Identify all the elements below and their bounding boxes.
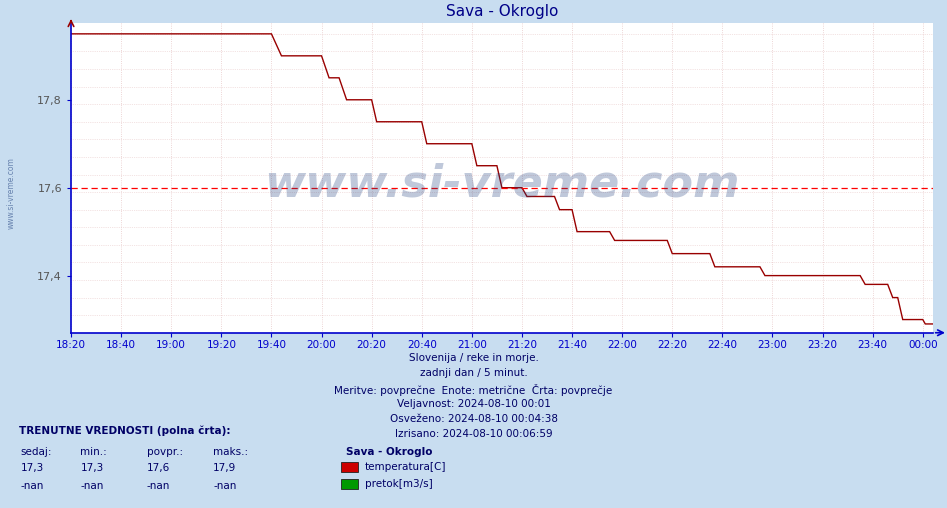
Text: -nan: -nan	[80, 481, 104, 491]
Text: zadnji dan / 5 minut.: zadnji dan / 5 minut.	[420, 368, 527, 378]
Text: Veljavnost: 2024-08-10 00:01: Veljavnost: 2024-08-10 00:01	[397, 399, 550, 409]
Text: 17,9: 17,9	[213, 463, 237, 473]
Text: Osveženo: 2024-08-10 00:04:38: Osveženo: 2024-08-10 00:04:38	[389, 414, 558, 424]
Text: Sava - Okroglo: Sava - Okroglo	[346, 447, 432, 457]
Text: www.si-vreme.com: www.si-vreme.com	[264, 163, 740, 206]
Text: Izrisano: 2024-08-10 00:06:59: Izrisano: 2024-08-10 00:06:59	[395, 429, 552, 439]
Text: TRENUTNE VREDNOSTI (polna črta):: TRENUTNE VREDNOSTI (polna črta):	[19, 426, 230, 436]
Text: sedaj:: sedaj:	[21, 447, 52, 457]
Text: temperatura[C]: temperatura[C]	[365, 462, 446, 472]
Text: -nan: -nan	[147, 481, 170, 491]
Text: Meritve: povprečne  Enote: metrične  Črta: povprečje: Meritve: povprečne Enote: metrične Črta:…	[334, 384, 613, 396]
Text: pretok[m3/s]: pretok[m3/s]	[365, 479, 433, 489]
Text: 17,6: 17,6	[147, 463, 170, 473]
Title: Sava - Okroglo: Sava - Okroglo	[446, 4, 558, 19]
Text: maks.:: maks.:	[213, 447, 248, 457]
Text: povpr.:: povpr.:	[147, 447, 183, 457]
Text: min.:: min.:	[80, 447, 107, 457]
Text: 17,3: 17,3	[80, 463, 104, 473]
Text: 17,3: 17,3	[21, 463, 45, 473]
Text: Slovenija / reke in morje.: Slovenija / reke in morje.	[408, 353, 539, 363]
Text: -nan: -nan	[21, 481, 45, 491]
Text: -nan: -nan	[213, 481, 237, 491]
Text: www.si-vreme.com: www.si-vreme.com	[7, 157, 16, 229]
